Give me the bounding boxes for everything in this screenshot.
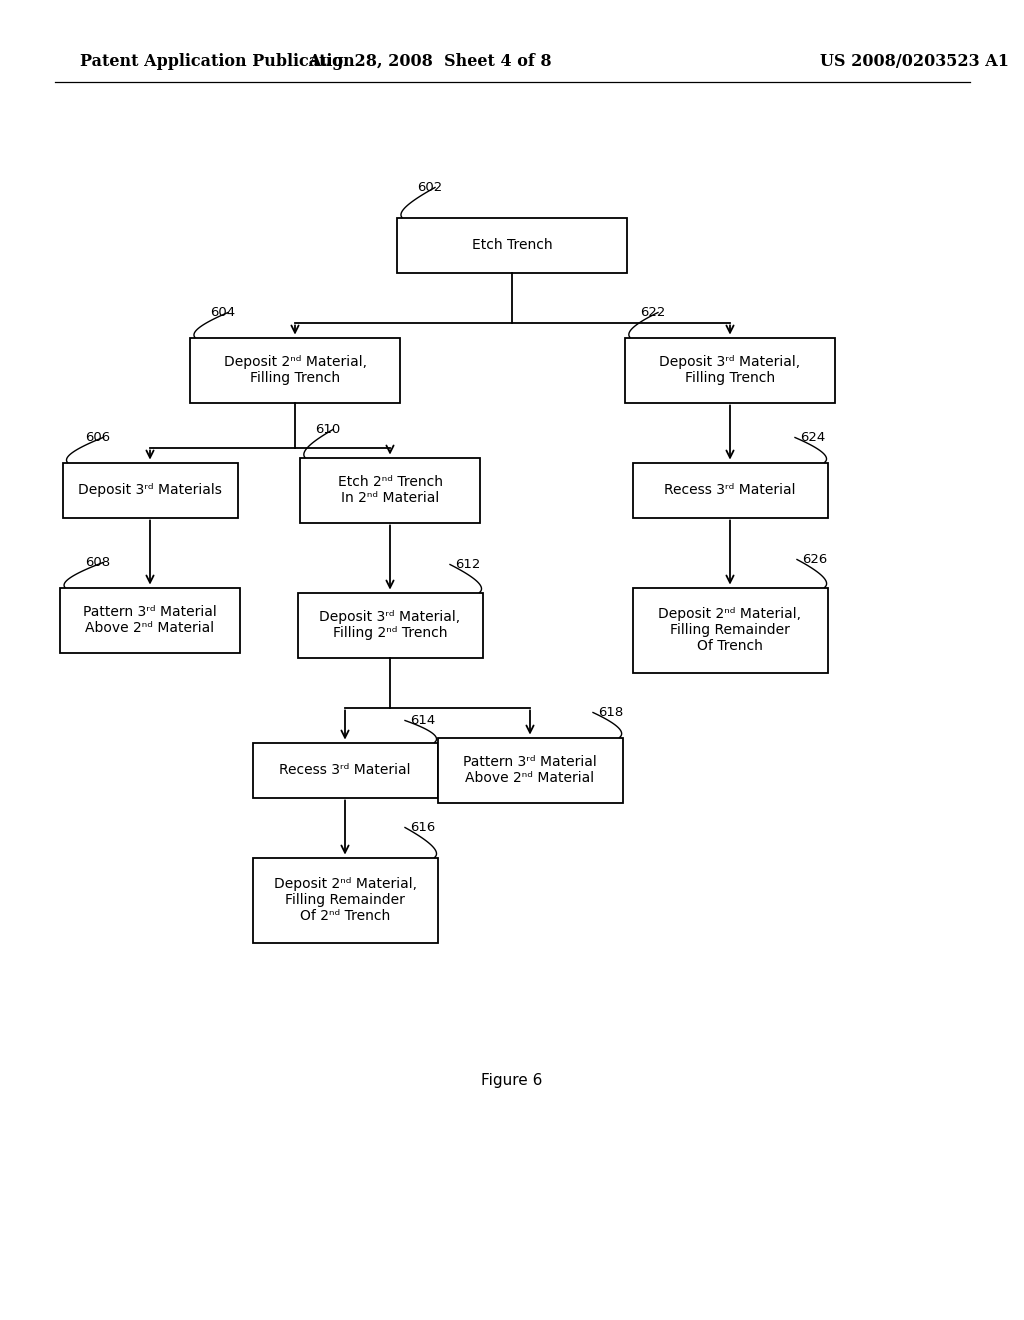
Text: 614: 614: [410, 714, 435, 727]
Text: Etch 2ⁿᵈ Trench
In 2ⁿᵈ Material: Etch 2ⁿᵈ Trench In 2ⁿᵈ Material: [338, 475, 442, 506]
Text: Etch Trench: Etch Trench: [472, 238, 552, 252]
Bar: [437, 738, 623, 803]
Text: Deposit 2ⁿᵈ Material,
Filling Remainder
Of Trench: Deposit 2ⁿᵈ Material, Filling Remainder …: [658, 607, 802, 653]
Text: Figure 6: Figure 6: [481, 1072, 543, 1088]
Text: 616: 616: [410, 821, 435, 834]
Text: 622: 622: [640, 306, 666, 319]
Bar: [633, 462, 827, 517]
Text: Recess 3ʳᵈ Material: Recess 3ʳᵈ Material: [280, 763, 411, 777]
Text: US 2008/0203523 A1: US 2008/0203523 A1: [820, 54, 1009, 70]
Text: Deposit 2ⁿᵈ Material,
Filling Remainder
Of 2ⁿᵈ Trench: Deposit 2ⁿᵈ Material, Filling Remainder …: [273, 876, 417, 923]
Text: 626: 626: [802, 553, 827, 566]
Text: 618: 618: [598, 706, 624, 719]
Bar: [625, 338, 835, 403]
Text: Pattern 3ʳᵈ Material
Above 2ⁿᵈ Material: Pattern 3ʳᵈ Material Above 2ⁿᵈ Material: [463, 755, 597, 785]
Bar: [60, 587, 240, 652]
Text: Aug. 28, 2008  Sheet 4 of 8: Aug. 28, 2008 Sheet 4 of 8: [308, 54, 552, 70]
Bar: [397, 218, 627, 272]
Text: 608: 608: [85, 556, 111, 569]
Bar: [633, 587, 827, 672]
Bar: [190, 338, 400, 403]
Text: Recess 3ʳᵈ Material: Recess 3ʳᵈ Material: [665, 483, 796, 498]
Text: Deposit 3ʳᵈ Material,
Filling Trench: Deposit 3ʳᵈ Material, Filling Trench: [659, 355, 801, 385]
Bar: [300, 458, 480, 523]
Bar: [62, 462, 238, 517]
Text: 624: 624: [800, 432, 825, 444]
Bar: [253, 858, 437, 942]
Text: 610: 610: [315, 422, 340, 436]
Text: 612: 612: [455, 558, 480, 572]
Text: 602: 602: [417, 181, 442, 194]
Text: Deposit 3ʳᵈ Materials: Deposit 3ʳᵈ Materials: [78, 483, 222, 498]
Text: Deposit 3ʳᵈ Material,
Filling 2ⁿᵈ Trench: Deposit 3ʳᵈ Material, Filling 2ⁿᵈ Trench: [319, 610, 461, 640]
Text: 604: 604: [210, 306, 236, 319]
Text: Pattern 3ʳᵈ Material
Above 2ⁿᵈ Material: Pattern 3ʳᵈ Material Above 2ⁿᵈ Material: [83, 605, 217, 635]
Text: Patent Application Publication: Patent Application Publication: [80, 54, 354, 70]
Text: Deposit 2ⁿᵈ Material,
Filling Trench: Deposit 2ⁿᵈ Material, Filling Trench: [223, 355, 367, 385]
Bar: [253, 742, 437, 797]
Bar: [298, 593, 482, 657]
Text: 606: 606: [85, 432, 111, 444]
